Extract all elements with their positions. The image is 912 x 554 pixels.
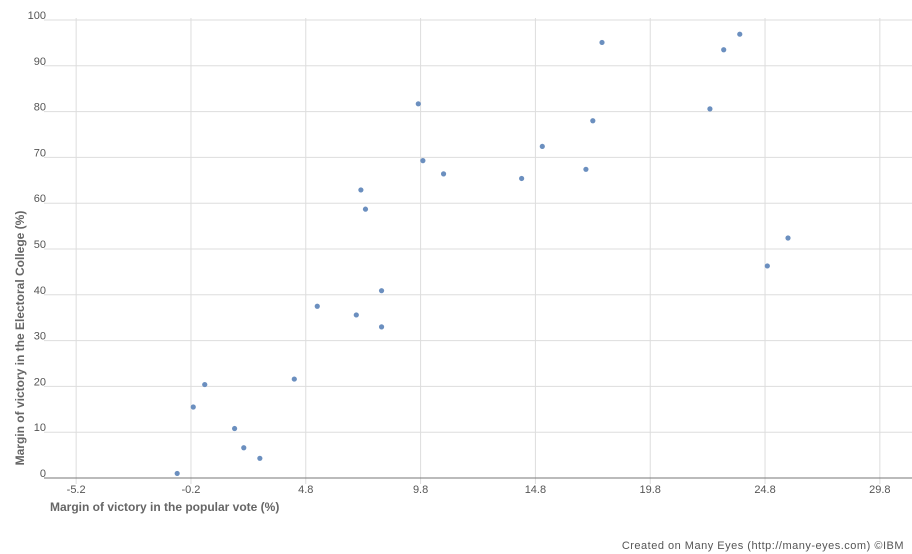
data-point <box>737 31 743 37</box>
data-point <box>519 175 525 182</box>
x-tick-label: 19.8 <box>640 484 661 496</box>
data-point <box>241 445 247 451</box>
grid-lines <box>44 18 912 484</box>
y-tick-label: 10 <box>34 422 46 434</box>
x-tick-label: -0.2 <box>181 484 200 496</box>
data-point <box>190 404 196 410</box>
y-tick-label: 0 <box>40 468 46 480</box>
x-axis-ticks: -5.2 -0.2 4.8 9.8 14.8 19.8 24.8 29.8 <box>67 484 891 496</box>
ibm-label: IBM <box>882 540 904 552</box>
data-point <box>440 171 447 177</box>
y-tick-label: 60 <box>34 193 46 205</box>
data-point <box>353 312 359 318</box>
data-point <box>590 118 596 124</box>
y-tick-label: 50 <box>34 239 46 251</box>
data-point <box>362 206 369 212</box>
data-point <box>420 158 426 164</box>
data-point <box>314 303 320 309</box>
y-axis-ticks: 0 10 20 30 40 50 60 70 80 90 100 <box>28 10 46 480</box>
y-tick-label: 30 <box>34 331 46 343</box>
data-point <box>291 376 297 382</box>
data-point <box>583 166 589 172</box>
data-point <box>721 47 727 53</box>
data-point <box>539 143 545 150</box>
credit-text: Created on Many Eyes (http://many-eyes.c… <box>621 540 871 552</box>
y-axis-title: Margin of victory in the Electoral Colle… <box>13 211 27 466</box>
data-point <box>378 288 385 294</box>
x-tick-label: 9.8 <box>413 484 428 496</box>
y-tick-label: 100 <box>28 10 46 22</box>
y-tick-label: 40 <box>34 285 46 297</box>
data-point <box>764 263 770 269</box>
data-point <box>257 455 263 461</box>
data-point <box>599 39 605 46</box>
data-point <box>231 425 238 432</box>
x-tick-label: 24.8 <box>754 484 775 496</box>
data-point <box>785 235 791 241</box>
y-tick-label: 20 <box>34 376 46 388</box>
y-tick-label: 70 <box>34 147 46 159</box>
data-point <box>378 324 385 330</box>
x-axis-title: Margin of victory in the popular vote (%… <box>50 500 279 514</box>
data-point <box>707 106 713 112</box>
data-point <box>415 101 421 107</box>
data-point <box>358 187 364 193</box>
x-tick-label: 29.8 <box>869 484 890 496</box>
credit-footer: Created on Many Eyes (http://many-eyes.c… <box>622 540 904 552</box>
y-tick-label: 80 <box>34 102 46 114</box>
data-point <box>202 381 208 388</box>
y-tick-label: 90 <box>34 56 46 68</box>
data-point <box>174 470 180 477</box>
data-points <box>174 31 791 477</box>
x-tick-label: -5.2 <box>67 484 86 496</box>
copyright-icon: © <box>874 540 883 552</box>
x-tick-label: 4.8 <box>298 484 313 496</box>
x-tick-label: 14.8 <box>525 484 546 496</box>
